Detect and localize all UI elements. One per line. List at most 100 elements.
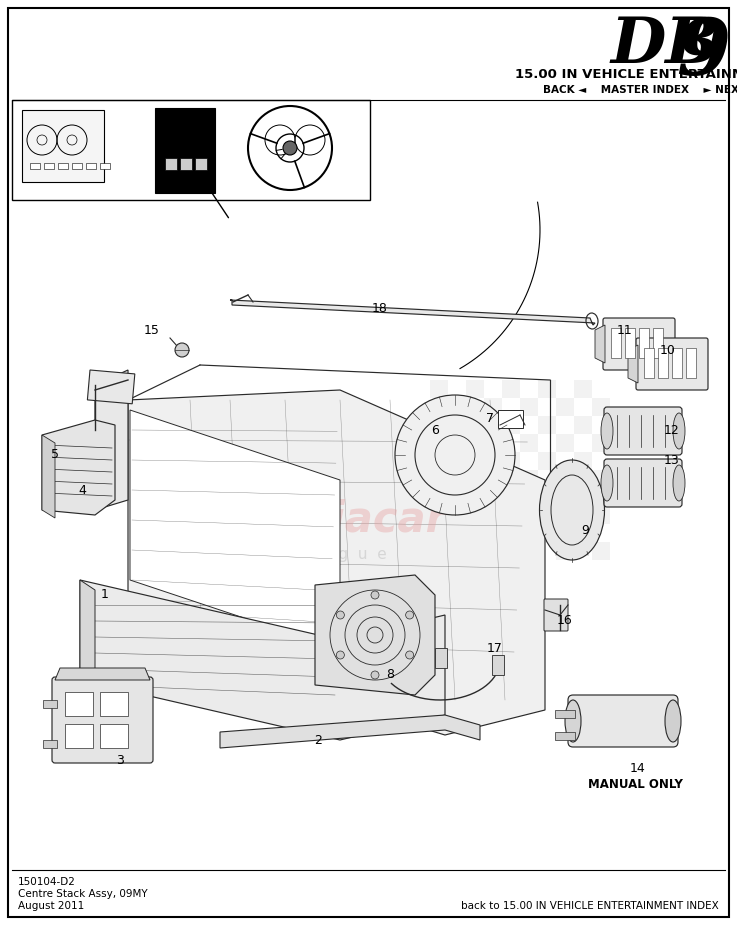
Bar <box>448 398 466 416</box>
Text: 6: 6 <box>431 424 439 437</box>
Text: 8: 8 <box>386 669 394 682</box>
Bar <box>639 328 649 358</box>
Text: 12: 12 <box>664 424 680 437</box>
Bar <box>65 692 93 716</box>
Bar <box>58 163 68 169</box>
Polygon shape <box>95 370 128 510</box>
Text: 18: 18 <box>372 302 388 314</box>
Circle shape <box>371 671 379 679</box>
Bar <box>43 700 57 708</box>
Text: 15.00 IN VEHICLE ENTERTAINMENT: 15.00 IN VEHICLE ENTERTAINMENT <box>515 68 737 81</box>
Bar <box>430 416 448 434</box>
Bar <box>44 163 54 169</box>
Bar <box>592 470 610 488</box>
FancyBboxPatch shape <box>544 599 568 631</box>
Bar <box>466 524 484 542</box>
Text: 14: 14 <box>630 761 646 774</box>
Circle shape <box>175 343 189 357</box>
Text: 9: 9 <box>581 524 589 536</box>
Bar <box>653 328 663 358</box>
Bar <box>466 452 484 470</box>
Ellipse shape <box>601 413 613 449</box>
Bar <box>556 434 574 452</box>
Bar <box>538 488 556 506</box>
Bar <box>165 158 177 170</box>
Bar <box>100 724 128 748</box>
Bar <box>430 452 448 470</box>
Bar <box>100 692 128 716</box>
Bar <box>555 710 575 718</box>
Bar <box>65 724 93 748</box>
Bar <box>180 158 192 170</box>
Bar <box>592 398 610 416</box>
Polygon shape <box>42 435 55 518</box>
Bar <box>592 542 610 560</box>
Bar <box>86 163 96 169</box>
Polygon shape <box>42 420 115 515</box>
FancyBboxPatch shape <box>636 338 708 390</box>
Bar <box>502 524 520 542</box>
FancyBboxPatch shape <box>568 695 678 747</box>
Polygon shape <box>595 325 605 363</box>
FancyBboxPatch shape <box>604 407 682 455</box>
Bar <box>658 348 668 378</box>
Bar <box>520 398 538 416</box>
Text: 3: 3 <box>116 754 124 767</box>
Bar <box>556 398 574 416</box>
Text: 16: 16 <box>557 613 573 626</box>
Ellipse shape <box>565 700 581 742</box>
Bar <box>466 416 484 434</box>
Text: 10: 10 <box>660 343 676 356</box>
Ellipse shape <box>673 465 685 501</box>
Ellipse shape <box>673 413 685 449</box>
Bar <box>430 380 448 398</box>
Bar <box>672 348 682 378</box>
Bar <box>88 370 135 404</box>
Ellipse shape <box>539 460 604 560</box>
Text: 5: 5 <box>51 449 59 462</box>
Bar <box>644 348 654 378</box>
Polygon shape <box>220 715 480 748</box>
Bar <box>448 434 466 452</box>
Bar <box>686 348 696 378</box>
Bar <box>100 163 110 169</box>
Bar <box>72 163 82 169</box>
Bar <box>592 434 610 452</box>
Bar <box>502 416 520 434</box>
Bar <box>430 524 448 542</box>
Bar <box>555 732 575 740</box>
Bar <box>484 398 502 416</box>
Text: August 2011: August 2011 <box>18 901 84 911</box>
Bar <box>574 416 592 434</box>
Polygon shape <box>80 580 95 690</box>
Text: back to 15.00 IN VEHICLE ENTERTAINMENT INDEX: back to 15.00 IN VEHICLE ENTERTAINMENT I… <box>461 901 719 911</box>
Bar <box>520 470 538 488</box>
Bar <box>448 542 466 560</box>
Text: 11: 11 <box>617 324 633 337</box>
Polygon shape <box>80 580 445 740</box>
Text: 1: 1 <box>101 588 109 601</box>
Bar <box>448 506 466 524</box>
Bar <box>430 488 448 506</box>
Text: DB: DB <box>611 15 720 77</box>
Bar <box>195 158 207 170</box>
Bar <box>520 542 538 560</box>
Ellipse shape <box>665 700 681 742</box>
Text: 15: 15 <box>144 324 160 337</box>
Bar <box>502 488 520 506</box>
Text: MANUAL ONLY: MANUAL ONLY <box>587 778 682 791</box>
Bar <box>538 524 556 542</box>
Bar <box>448 470 466 488</box>
Circle shape <box>336 651 344 659</box>
Bar <box>574 380 592 398</box>
Polygon shape <box>230 300 595 325</box>
Text: c  a  t  a  l  o  g  u  e: c a t a l o g u e <box>233 548 387 562</box>
Text: 4: 4 <box>78 484 86 497</box>
Bar <box>556 470 574 488</box>
Text: 2: 2 <box>314 734 322 746</box>
Bar <box>538 416 556 434</box>
FancyBboxPatch shape <box>52 677 153 763</box>
Bar <box>556 542 574 560</box>
Bar <box>30 163 40 169</box>
Ellipse shape <box>601 465 613 501</box>
